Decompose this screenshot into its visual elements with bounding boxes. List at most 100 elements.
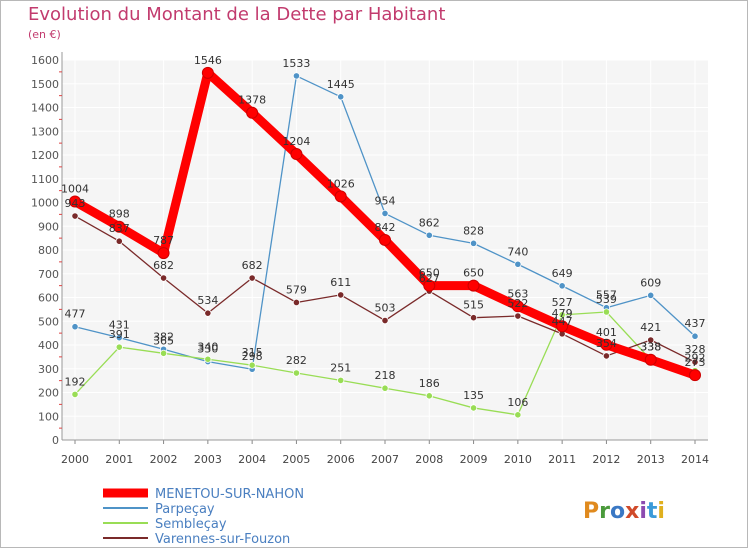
data-label: 1546 bbox=[194, 54, 222, 67]
data-label: 539 bbox=[596, 293, 617, 306]
data-point bbox=[467, 279, 480, 292]
y-tick-label: 1600 bbox=[31, 54, 59, 67]
data-point bbox=[248, 361, 256, 369]
chart-title: Evolution du Montant de la Dette par Hab… bbox=[28, 4, 446, 25]
data-point bbox=[425, 231, 433, 239]
x-tick-label: 2010 bbox=[504, 453, 532, 466]
data-label: 273 bbox=[685, 356, 706, 369]
data-point bbox=[647, 291, 655, 299]
x-tick-label: 2007 bbox=[371, 453, 399, 466]
data-point bbox=[69, 195, 81, 208]
y-tick-label: 1300 bbox=[31, 125, 59, 138]
y-tick-label: 400 bbox=[38, 339, 59, 352]
data-label: 842 bbox=[375, 221, 396, 234]
data-label: 437 bbox=[685, 317, 706, 330]
data-label: 862 bbox=[419, 216, 440, 229]
data-point bbox=[337, 376, 345, 384]
x-tick-label: 2011 bbox=[548, 453, 576, 466]
data-label: 828 bbox=[463, 224, 484, 237]
data-label: 503 bbox=[375, 302, 396, 315]
data-label: 340 bbox=[197, 340, 218, 353]
data-point bbox=[558, 282, 566, 290]
x-tick-label: 2012 bbox=[592, 453, 620, 466]
data-point bbox=[159, 349, 168, 357]
data-point bbox=[71, 390, 79, 398]
data-label: 477 bbox=[65, 308, 86, 321]
y-tick-label: 1400 bbox=[31, 102, 59, 115]
x-tick-label: 2013 bbox=[637, 453, 665, 466]
data-point bbox=[647, 336, 655, 344]
y-tick-label: 1200 bbox=[31, 149, 59, 162]
data-point bbox=[469, 404, 478, 412]
data-label: 682 bbox=[242, 259, 263, 272]
data-point bbox=[425, 392, 433, 400]
data-label: 649 bbox=[552, 267, 573, 280]
data-label: 954 bbox=[375, 194, 396, 207]
data-label: 328 bbox=[685, 343, 706, 356]
data-point bbox=[514, 312, 522, 320]
y-tick-label: 100 bbox=[38, 410, 59, 423]
data-point bbox=[381, 316, 389, 325]
legend-label: Varennes-sur-Fouzon bbox=[155, 532, 290, 547]
data-label: 338 bbox=[640, 341, 661, 354]
data-label: 650 bbox=[419, 267, 440, 280]
data-label: 298 bbox=[242, 350, 263, 363]
data-point bbox=[292, 298, 301, 307]
data-point bbox=[115, 343, 123, 351]
y-tick-label: 1000 bbox=[31, 197, 59, 210]
data-point bbox=[602, 308, 611, 316]
data-point bbox=[248, 274, 256, 282]
legend-label: MENETOU-SUR-NAHON bbox=[155, 487, 304, 502]
data-label: 315 bbox=[242, 346, 263, 359]
y-tick-label: 0 bbox=[52, 434, 59, 447]
data-label: 338 bbox=[640, 341, 661, 354]
data-label: 186 bbox=[419, 377, 440, 390]
data-label: 943 bbox=[65, 197, 86, 210]
data-point bbox=[115, 237, 123, 245]
data-point bbox=[381, 384, 389, 392]
x-tick-label: 2001 bbox=[105, 453, 133, 466]
data-label: 365 bbox=[153, 334, 174, 347]
x-tick-label: 2004 bbox=[238, 453, 266, 466]
data-label: 515 bbox=[463, 299, 484, 312]
data-point bbox=[201, 66, 214, 79]
data-label: 787 bbox=[153, 234, 174, 247]
y-tick-label: 1100 bbox=[31, 173, 59, 186]
data-label: 354 bbox=[596, 337, 617, 350]
y-tick-label: 300 bbox=[38, 363, 59, 376]
data-label: 563 bbox=[507, 287, 528, 300]
y-tick-label: 500 bbox=[38, 315, 59, 328]
x-tick-label: 2002 bbox=[150, 453, 178, 466]
data-label: 1378 bbox=[238, 94, 266, 107]
x-tick-label: 2006 bbox=[327, 453, 355, 466]
data-point bbox=[558, 311, 566, 319]
data-point bbox=[469, 239, 478, 247]
data-label: 251 bbox=[330, 361, 351, 374]
data-label: 1445 bbox=[327, 78, 355, 91]
data-label: 447 bbox=[552, 315, 573, 328]
data-point bbox=[511, 300, 524, 313]
data-label: 740 bbox=[507, 245, 528, 258]
data-point bbox=[246, 106, 259, 119]
data-point bbox=[292, 72, 301, 80]
data-point bbox=[423, 279, 436, 292]
data-point bbox=[381, 209, 389, 218]
data-point bbox=[337, 291, 345, 299]
data-label: 627 bbox=[419, 272, 440, 285]
data-label: 898 bbox=[109, 208, 130, 221]
legend-label: Sembleçay bbox=[155, 517, 227, 532]
data-label: 579 bbox=[286, 283, 307, 296]
data-label: 382 bbox=[153, 330, 174, 343]
data-label: 527 bbox=[552, 296, 573, 309]
data-label: 837 bbox=[109, 222, 130, 235]
data-point bbox=[379, 234, 391, 247]
chart-subtitle: (en €) bbox=[28, 28, 61, 41]
data-label: 534 bbox=[197, 294, 218, 307]
data-label: 401 bbox=[596, 326, 617, 339]
data-label: 650 bbox=[463, 267, 484, 280]
data-label: 557 bbox=[596, 289, 617, 302]
data-label: 218 bbox=[375, 369, 396, 382]
data-point bbox=[157, 247, 170, 260]
